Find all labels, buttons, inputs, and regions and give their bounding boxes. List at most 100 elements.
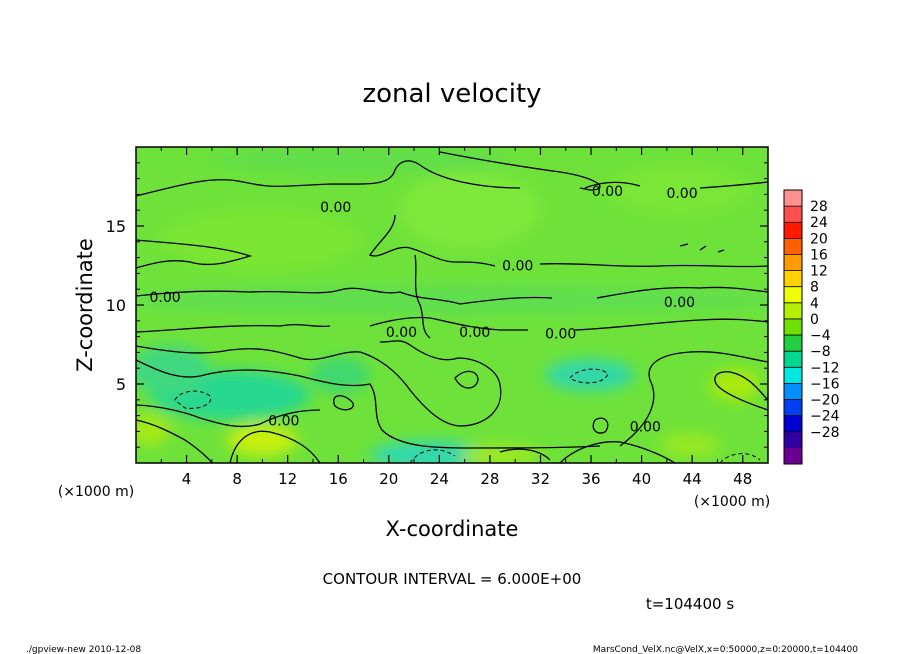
colorbar-swatch (784, 318, 802, 336)
y-axis: 5 10 15 (106, 162, 768, 448)
x-unit-label-left: (×1000 m) (58, 484, 134, 500)
x-tick-label: 8 (232, 470, 242, 488)
contour-line (559, 441, 676, 463)
x-unit-label-right: (×1000 m) (694, 494, 770, 510)
contour-label: 0.00 (320, 200, 351, 216)
x-tick-label: 40 (632, 470, 651, 488)
x-tick-label: 36 (581, 470, 600, 488)
y-axis-label: Z-coordinate (73, 238, 97, 372)
contour-line (699, 181, 768, 189)
colorbar-label: −16 (810, 376, 840, 392)
contour-line (136, 404, 321, 428)
field-region-top (210, 147, 510, 175)
contour-line (592, 417, 609, 434)
field-region-low-left-band (136, 345, 210, 395)
x-tick-label: 20 (379, 470, 398, 488)
field-region-high-right (610, 165, 750, 215)
contour-line (229, 430, 321, 463)
colorbar-label: 4 (810, 296, 819, 312)
contour-label: 0.00 (386, 325, 417, 341)
contour-line (679, 243, 725, 253)
contour-line (574, 318, 768, 331)
colorbar-swatch (784, 222, 802, 239)
contour-line (369, 214, 496, 267)
colorbar-swatch (784, 383, 802, 401)
y-tick-label: 15 (106, 217, 126, 236)
contour-label: 0.00 (545, 326, 576, 342)
field-region-pos-right-low (660, 433, 720, 457)
colorbar-swatch (784, 399, 802, 417)
colorbar-label: 20 (810, 231, 828, 247)
velocity-field (136, 147, 768, 463)
x-axis: 4 8 12 16 20 24 28 32 36 40 44 48 (160, 147, 752, 488)
colorbar-label: 24 (810, 215, 828, 231)
contour-label: 0.00 (664, 295, 695, 311)
contour-label: 0.00 (630, 420, 661, 436)
contour-line (714, 371, 768, 411)
x-tick-label: 28 (480, 470, 499, 488)
contour-label: 0.00 (149, 290, 180, 306)
colorbar-swatch (784, 238, 802, 255)
chart-title: zonal velocity (362, 79, 541, 109)
x-tick-label: 16 (329, 470, 348, 488)
y-tick-label: 5 (116, 375, 126, 394)
contour-label: 0.00 (459, 325, 490, 341)
colorbar-frame (783, 189, 803, 465)
contour-interval-text: CONTOUR INTERVAL = 6.000E+00 (323, 570, 582, 588)
x-tick-label: 48 (733, 470, 752, 488)
colorbar-swatch (784, 447, 802, 465)
colorbar-label: 28 (810, 199, 828, 215)
contour-line (619, 351, 768, 447)
colorbar-swatch (784, 190, 802, 207)
contour-line (539, 262, 768, 268)
colorbar-swatch (784, 302, 802, 320)
contour-lines (136, 151, 768, 463)
footer-right: MarsCond_VelX.nc@VelX,x=0:50000,z=0:2000… (593, 645, 858, 654)
colorbar-label: −12 (810, 360, 840, 376)
x-tick-label: 4 (182, 470, 192, 488)
contour-label: 0.00 (666, 186, 697, 202)
colorbar-label: 12 (810, 264, 828, 280)
colorbar-swatch (784, 270, 802, 288)
colorbar-swatch (784, 286, 802, 304)
contour-label: 0.00 (592, 184, 623, 200)
colorbar-swatch (784, 335, 802, 352)
footer-left: ./gpview-new 2010-12-08 (26, 645, 141, 654)
field-region-high-left (160, 210, 360, 270)
field-region-pos-lower-left (227, 424, 297, 456)
contour-line (136, 287, 553, 305)
contour-line (136, 359, 601, 449)
contour-label: 0.00 (502, 259, 533, 275)
colorbar-swatch (784, 415, 802, 433)
colorbar-swatch (784, 254, 802, 272)
contour-line (369, 316, 528, 331)
contour-line (136, 323, 331, 333)
colorbar-label: 16 (810, 247, 828, 263)
colorbar-label: −20 (810, 393, 840, 409)
field-region-low-right (545, 359, 635, 391)
contour-lines-dashed (174, 368, 761, 463)
contour-line (136, 340, 502, 427)
colorbar-label: −24 (810, 409, 840, 425)
colorbar-label: 0 (810, 312, 819, 328)
contour-line (136, 419, 213, 463)
colorbar-swatch (784, 351, 802, 368)
y-tick-label: 10 (106, 296, 126, 315)
field-region-low-center (310, 357, 370, 393)
contour-label: 0.00 (268, 413, 299, 429)
x-tick-label: 44 (683, 470, 702, 488)
contour-line (584, 181, 641, 189)
contour-labels: 0.00 0.00 0.00 0.00 0.00 0.00 0.00 0.00 0.00 0.00… (149, 184, 697, 435)
colorbar-swatch (784, 206, 802, 223)
field-region-pos-lower-right (710, 369, 760, 401)
colorbar-label: −8 (810, 344, 831, 360)
contour-line (454, 370, 479, 389)
colorbar-swatch (784, 367, 802, 384)
colorbar-label: 8 (810, 280, 819, 296)
dashed-contour (569, 368, 609, 384)
contour-line (333, 395, 354, 411)
contour-line (499, 448, 551, 461)
contour-line (136, 160, 521, 197)
field-region-low-bottom-mid (370, 441, 490, 463)
